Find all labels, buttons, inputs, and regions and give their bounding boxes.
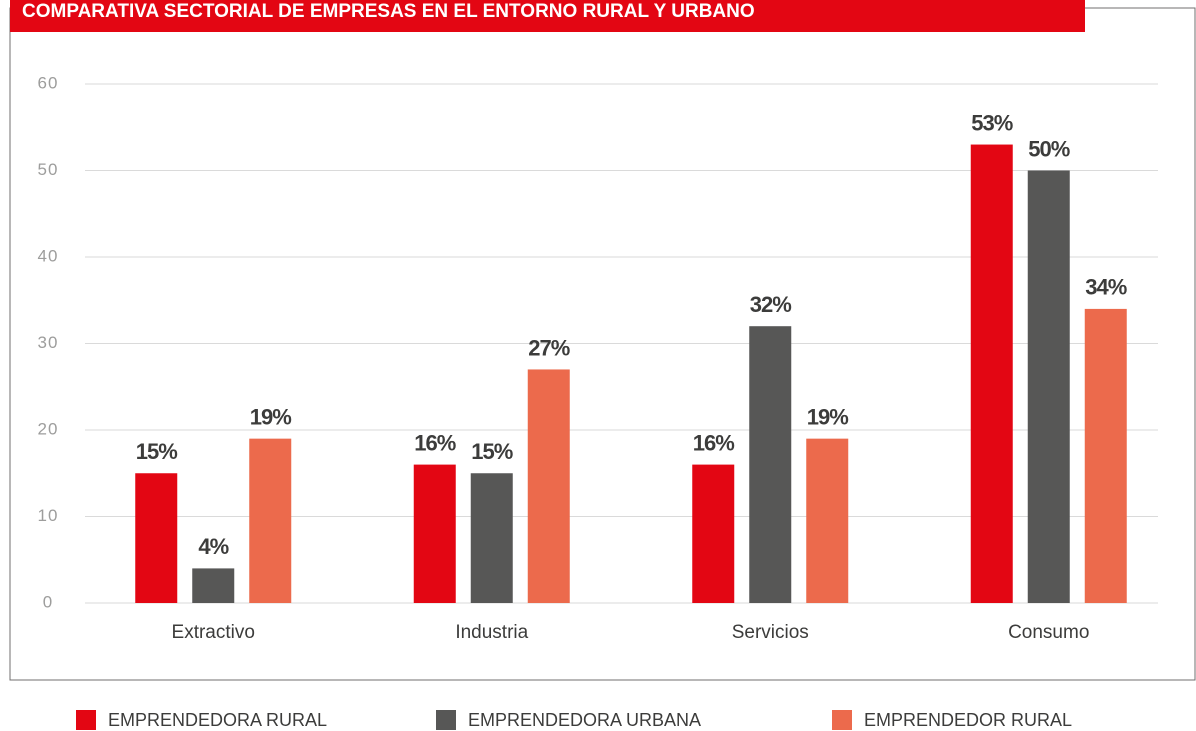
value-label: 50% (1028, 136, 1069, 161)
bar (135, 473, 178, 603)
bar (1027, 170, 1070, 603)
bar (249, 438, 292, 603)
bar (1084, 308, 1127, 603)
legend-swatch (832, 710, 852, 730)
value-label: 16% (693, 430, 734, 455)
bar (192, 568, 235, 603)
legend-label: EMPRENDEDORA URBANA (468, 710, 701, 730)
title-banner (10, 0, 1085, 32)
y-tick-label: 60 (38, 73, 59, 92)
legend-swatch (76, 710, 96, 730)
bar (413, 464, 456, 603)
value-label: 15% (136, 439, 177, 464)
y-tick-label: 0 (43, 592, 53, 611)
value-label: 19% (807, 404, 848, 429)
legend-swatch (436, 710, 456, 730)
chart-title: COMPARATIVA SECTORIAL DE EMPRESAS EN EL … (22, 1, 755, 22)
bar (692, 464, 735, 603)
value-label: 4% (198, 534, 228, 559)
value-label: 15% (471, 439, 512, 464)
x-tick-label: Consumo (1008, 622, 1089, 643)
y-tick-label: 40 (38, 246, 59, 265)
value-label: 19% (250, 404, 291, 429)
legend-label: EMPRENDEDORA RURAL (108, 710, 327, 730)
y-tick-label: 30 (38, 333, 59, 352)
x-tick-label: Industria (455, 622, 528, 643)
y-tick-label: 10 (38, 506, 59, 525)
value-label: 32% (750, 292, 791, 317)
bar (527, 369, 570, 603)
bar (749, 326, 792, 603)
x-tick-label: Extractivo (172, 622, 255, 643)
bar (806, 438, 849, 603)
value-label: 34% (1085, 275, 1126, 300)
value-label: 27% (528, 335, 569, 360)
x-tick-label: Servicios (732, 622, 809, 643)
bar (970, 144, 1013, 604)
y-tick-label: 20 (38, 419, 59, 438)
bar (470, 473, 513, 603)
y-tick-label: 50 (38, 160, 59, 179)
value-label: 53% (971, 110, 1012, 135)
legend-label: EMPRENDEDOR RURAL (864, 710, 1072, 730)
value-label: 16% (414, 430, 455, 455)
